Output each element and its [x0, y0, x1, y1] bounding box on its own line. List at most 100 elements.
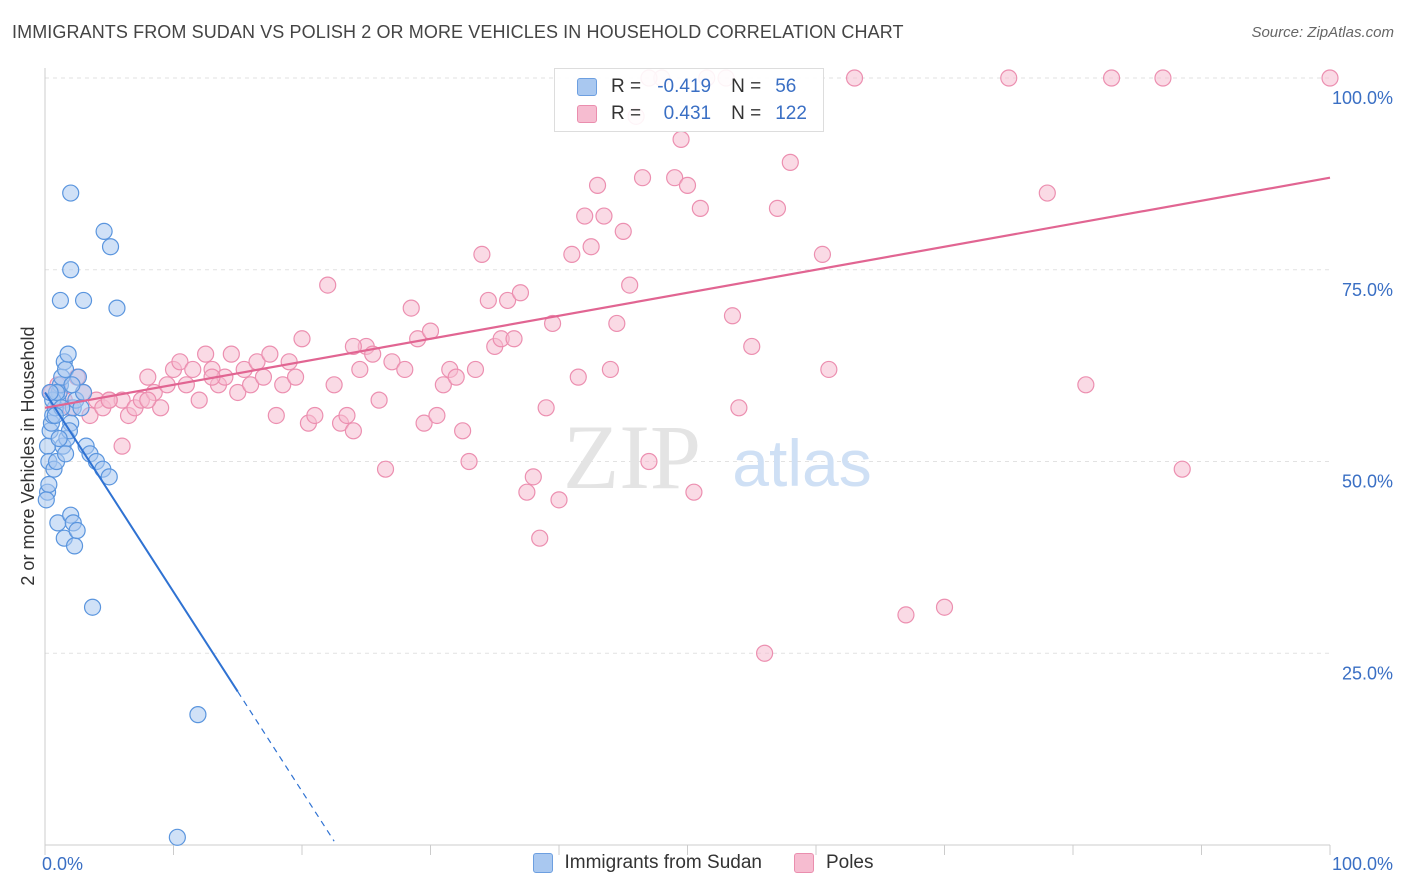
poles-point	[576, 207, 594, 225]
poles-point	[588, 176, 607, 194]
poles-point	[1154, 69, 1172, 87]
legend-row-sudan: R = -0.419 N = 56	[577, 74, 796, 100]
poles-point	[1038, 184, 1056, 202]
poles-point	[473, 245, 491, 264]
poles-point	[755, 644, 774, 662]
poles-point	[286, 368, 305, 386]
sudan-point	[95, 222, 113, 240]
poles-point	[543, 314, 562, 333]
sudan-point	[101, 238, 120, 256]
y-tick-label: 100.0%	[1332, 88, 1393, 108]
series-legend: Immigrants from Sudan Poles	[0, 852, 1406, 874]
sudan-point	[37, 491, 55, 509]
sudan-point	[68, 521, 86, 540]
sudan-point	[168, 828, 186, 846]
watermark-atlas: atlas	[732, 426, 871, 500]
sudan-point	[74, 291, 93, 310]
poles-point	[267, 406, 285, 425]
sudan-point	[56, 445, 75, 463]
poles-point	[845, 69, 864, 87]
poles-point	[518, 483, 536, 501]
y-axis-label: 2 or more Vehicles in Household	[18, 326, 38, 585]
poles-point	[524, 468, 542, 486]
legend-n-label: N =	[731, 76, 762, 97]
poles-point	[274, 376, 292, 394]
poles-points	[42, 69, 1339, 662]
y-tick-label: 25.0%	[1342, 663, 1393, 683]
x-tick-label: 0.0%	[42, 854, 83, 874]
legend-item-sudan[interactable]: Immigrants from Sudan	[532, 852, 762, 874]
poles-point	[1102, 69, 1121, 87]
poles-point	[723, 307, 742, 325]
y-tick-label: 75.0%	[1342, 280, 1393, 300]
poles-point	[454, 422, 472, 440]
poles-point	[376, 460, 395, 478]
poles-point	[1173, 460, 1191, 478]
poles-point	[184, 360, 202, 379]
poles-point	[152, 399, 170, 417]
poles-point	[171, 353, 189, 371]
poles-point	[383, 353, 401, 371]
stats-legend: R = -0.419 N = 56 R = 0.431 N = 122	[554, 68, 824, 132]
poles-point	[113, 437, 131, 455]
poles-point	[537, 399, 555, 417]
poles-point	[563, 245, 581, 264]
legend-item-poles[interactable]: Poles	[793, 852, 874, 874]
poles-point	[344, 422, 362, 440]
legend-n-value-poles: 122	[775, 103, 807, 124]
poles-point	[466, 360, 485, 379]
sudan-point	[63, 376, 81, 394]
poles-point	[447, 368, 465, 386]
poles-point	[511, 284, 530, 302]
poles-point	[428, 406, 446, 425]
legend-swatch-poles	[793, 853, 814, 873]
poles-point	[666, 169, 684, 187]
poles-point	[229, 383, 247, 402]
poles-point	[672, 130, 690, 148]
poles-point	[550, 491, 568, 509]
sudan-point	[59, 345, 77, 363]
poles-point	[460, 452, 478, 471]
legend-r-label: R =	[611, 103, 642, 124]
poles-point	[139, 391, 157, 409]
poles-point	[614, 222, 632, 240]
y-tick-label: 50.0%	[1342, 472, 1393, 492]
legend-label-sudan: Immigrants from Sudan	[564, 852, 762, 873]
poles-point	[601, 360, 620, 379]
poles-point	[499, 291, 517, 310]
sudan-point	[189, 706, 207, 724]
poles-point	[351, 360, 369, 379]
poles-point	[678, 176, 697, 194]
legend-row-poles: R = 0.431 N = 122	[577, 101, 807, 127]
poles-point	[531, 529, 549, 547]
sudan-point	[100, 468, 118, 486]
poles-point	[582, 238, 600, 256]
sudan-point	[62, 261, 80, 279]
poles-point	[415, 414, 433, 432]
watermark-zip: ZIP	[563, 406, 701, 508]
poles-point	[396, 360, 414, 379]
poles-point	[640, 452, 658, 471]
tick-labels: 100.0% 75.0% 50.0% 25.0% 0.0% 100.0%	[42, 88, 1393, 874]
sudan-point	[51, 291, 70, 310]
poles-point	[177, 376, 195, 394]
poles-point	[897, 606, 915, 624]
x-tick-label: 100.0%	[1332, 854, 1393, 874]
sudan-point	[41, 383, 59, 402]
sudan-trend-extension	[237, 691, 335, 842]
poles-point	[139, 368, 157, 386]
poles-point	[479, 291, 497, 310]
legend-swatch-sudan	[532, 853, 553, 873]
poles-point	[1000, 69, 1018, 87]
poles-point	[319, 276, 337, 294]
legend-label-poles: Poles	[825, 852, 874, 873]
poles-point	[261, 345, 279, 363]
chart-title: IMMIGRANTS FROM SUDAN VS POLISH 2 OR MOR…	[12, 22, 904, 42]
poles-point	[781, 153, 799, 171]
poles-point	[935, 598, 954, 616]
poles-point	[768, 199, 787, 217]
poles-point	[691, 199, 709, 217]
poles-point	[402, 299, 420, 317]
sudan-trend-line	[44, 391, 239, 693]
